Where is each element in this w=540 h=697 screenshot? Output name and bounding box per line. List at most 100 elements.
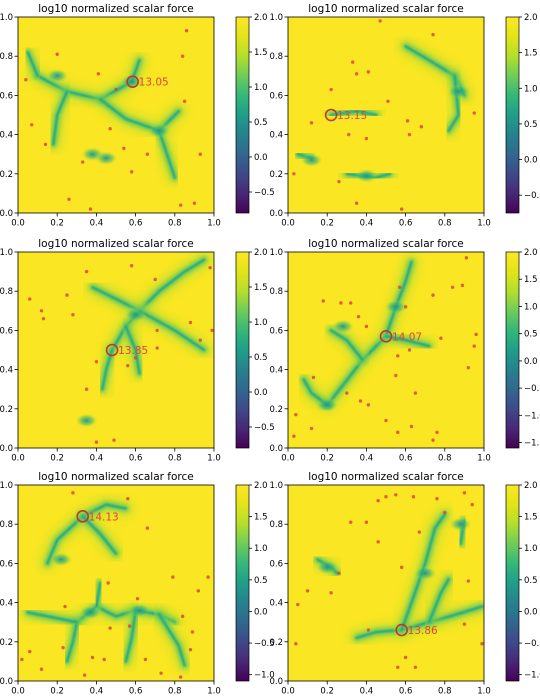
scatter-point bbox=[294, 412, 298, 417]
y-tick-label: 1.0 bbox=[269, 248, 283, 258]
scatter-point bbox=[337, 571, 341, 575]
colorbar-tick-label: 1.5 bbox=[254, 283, 268, 293]
scatter-point bbox=[294, 642, 298, 646]
colorbar-tick-label: 2.0 bbox=[524, 13, 538, 23]
scatter-point bbox=[321, 299, 325, 303]
scatter-point bbox=[431, 438, 435, 442]
x-tick-label: 0.4 bbox=[360, 219, 374, 229]
scatter-point bbox=[376, 498, 380, 503]
colorbar-tick-label: 0.0 bbox=[524, 357, 538, 367]
scatter-point bbox=[462, 622, 467, 626]
scatter-point bbox=[90, 655, 95, 660]
axes-frame bbox=[17, 484, 215, 682]
colorbar-tick-label: −0.5 bbox=[254, 188, 275, 198]
scatter-point bbox=[65, 293, 69, 297]
scatter-point bbox=[108, 626, 112, 630]
y-tick-label: 0.6 bbox=[269, 91, 283, 101]
colorbar-tick-label: 0.5 bbox=[254, 353, 268, 363]
x-tick-label: 0.6 bbox=[399, 454, 413, 464]
scatter-point bbox=[133, 356, 138, 360]
x-tick-label: 0.2 bbox=[50, 219, 64, 229]
colorbar-tick-label: 0.5 bbox=[524, 330, 538, 340]
density-knot bbox=[128, 603, 151, 618]
heatmap-field bbox=[288, 17, 484, 213]
filament-network bbox=[19, 44, 187, 186]
scatter-point bbox=[196, 589, 201, 593]
y-tick-label: 0.2 bbox=[0, 170, 13, 180]
x-tick-label: 0.4 bbox=[90, 219, 104, 229]
x-tick-label: 0.0 bbox=[281, 454, 295, 464]
colorbar-tick-label: 1.0 bbox=[254, 318, 268, 328]
y-tick-label: 0.2 bbox=[269, 638, 283, 648]
density-knot bbox=[95, 151, 118, 166]
y-tick-label: 0.0 bbox=[0, 444, 13, 454]
heatmap-haze bbox=[288, 252, 484, 448]
colorbar-tick-label: −0.5 bbox=[524, 384, 540, 394]
x-tick-label: 0.6 bbox=[129, 687, 143, 697]
scatter-point bbox=[184, 29, 189, 33]
scatter-point bbox=[94, 360, 99, 364]
scatter-point bbox=[108, 127, 112, 131]
axes-frame bbox=[287, 484, 485, 682]
y-tick-label: 0.4 bbox=[269, 599, 283, 609]
scatter-point bbox=[180, 614, 185, 619]
scatter-point bbox=[364, 324, 369, 329]
x-tick-label: 1.0 bbox=[477, 687, 491, 697]
scatter-point bbox=[398, 285, 402, 289]
scatter-point bbox=[364, 136, 369, 141]
y-tick-label: 0.4 bbox=[0, 366, 13, 376]
filament-core bbox=[329, 329, 364, 361]
x-tick-label: 1.0 bbox=[207, 454, 221, 464]
scatter-point bbox=[347, 132, 351, 137]
scatter-point bbox=[39, 667, 44, 671]
density-knot bbox=[316, 560, 339, 575]
y-tick-label: 1.0 bbox=[0, 481, 13, 491]
halo-points bbox=[292, 19, 476, 211]
scatter-point bbox=[378, 19, 382, 23]
scatter-point bbox=[411, 495, 416, 499]
scatter-point bbox=[129, 264, 134, 268]
scatter-point bbox=[450, 285, 455, 289]
density-knot bbox=[384, 299, 407, 314]
scatter-point bbox=[153, 277, 157, 282]
density-knot bbox=[300, 153, 323, 168]
colorbar-tick-label: 0.5 bbox=[524, 120, 538, 130]
y-tick-label: 0.8 bbox=[0, 52, 13, 62]
scatter-point bbox=[311, 375, 316, 380]
scatter-point bbox=[354, 201, 359, 205]
colorbar-tick-label: 2.0 bbox=[254, 13, 268, 23]
density-knot bbox=[316, 397, 339, 412]
axes-frame bbox=[287, 16, 485, 214]
density-knot bbox=[414, 566, 437, 581]
scatter-point bbox=[28, 297, 32, 301]
scatter-point bbox=[178, 203, 183, 207]
colorbar-tick-label: 1.0 bbox=[524, 84, 538, 94]
heatmap-field bbox=[18, 485, 214, 681]
chart-panel: log10 normalized scalar force 14.13 0.0 0.2… bbox=[0, 471, 275, 697]
x-tick-label: 0.8 bbox=[168, 219, 182, 229]
scatter-point bbox=[135, 596, 140, 601]
y-tick-label: 0.6 bbox=[269, 559, 283, 569]
scatter-point bbox=[55, 52, 59, 56]
colorbar-tick-label: 1.5 bbox=[524, 275, 538, 285]
scatter-point bbox=[417, 530, 422, 534]
x-tick-label: 1.0 bbox=[207, 219, 221, 229]
scatter-point bbox=[431, 32, 435, 37]
chart-panel: log10 normalized scalar force 13.86 0.0 0.2… bbox=[269, 471, 540, 697]
y-tick-label: 0.8 bbox=[269, 520, 283, 530]
x-tick-label: 0.0 bbox=[281, 219, 295, 229]
marker-label: 13.85 bbox=[118, 345, 148, 357]
colorbar-tick-label: 1.5 bbox=[254, 513, 268, 523]
x-tick-label: 0.6 bbox=[399, 219, 413, 229]
filament-core bbox=[26, 51, 39, 77]
scatter-point bbox=[466, 365, 471, 370]
y-tick-label: 0.0 bbox=[269, 677, 283, 687]
scatter-point bbox=[126, 363, 130, 368]
colorbar bbox=[235, 484, 250, 682]
y-tick-label: 0.2 bbox=[0, 405, 13, 415]
halo-points bbox=[20, 491, 210, 679]
scatter-point bbox=[394, 373, 398, 378]
y-tick-label: 0.6 bbox=[0, 91, 13, 101]
scatter-point bbox=[443, 510, 447, 515]
